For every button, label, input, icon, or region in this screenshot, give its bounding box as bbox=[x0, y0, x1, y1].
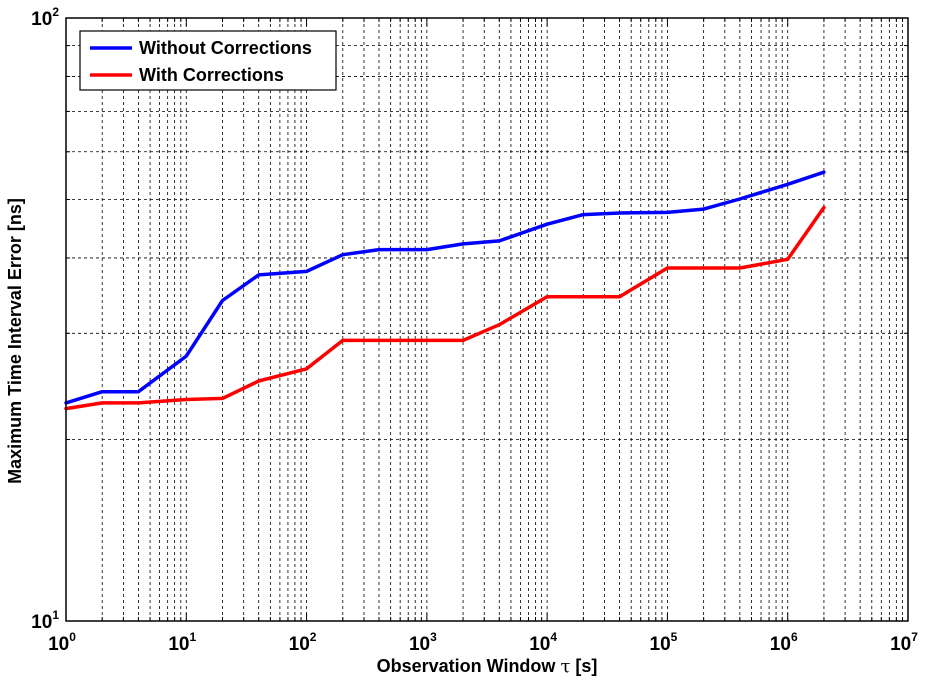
series-line-with-corrections bbox=[64, 205, 826, 411]
legend-label-without-corrections: Without Corrections bbox=[139, 38, 312, 58]
x-tick-label: 101 bbox=[168, 630, 196, 655]
grid bbox=[66, 18, 908, 621]
x-tick-label: 106 bbox=[770, 630, 798, 655]
legend: Without Corrections With Corrections bbox=[79, 30, 337, 91]
legend-label-with-corrections: With Corrections bbox=[139, 65, 284, 85]
plot-area-frame bbox=[65, 17, 909, 622]
x-axis-label: Observation Window τ [s] bbox=[377, 656, 598, 677]
x-tick-label: 102 bbox=[289, 630, 317, 655]
y-axis-label: Maximum Time Interval Error [ns] bbox=[5, 198, 25, 484]
y-tick-label: 102 bbox=[31, 5, 59, 30]
x-tick-label: 100 bbox=[48, 630, 76, 655]
series-line-without-corrections bbox=[64, 170, 826, 405]
data-lines bbox=[64, 170, 826, 411]
x-tick-label: 103 bbox=[409, 630, 437, 655]
legend-box bbox=[79, 30, 337, 91]
x-tick-label: 105 bbox=[650, 630, 678, 655]
y-tick-label: 101 bbox=[31, 608, 59, 633]
x-tick-label: 104 bbox=[529, 630, 557, 655]
axis-ticks bbox=[65, 18, 908, 622]
x-tick-label: 107 bbox=[890, 630, 918, 655]
